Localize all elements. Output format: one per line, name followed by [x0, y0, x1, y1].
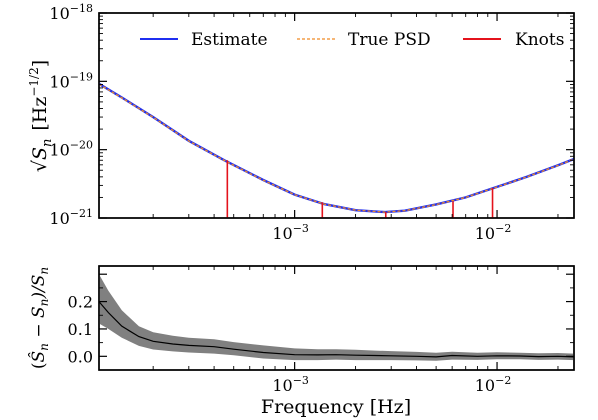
top-y-axis-label: √Sn [Hz−1/2]: [27, 60, 55, 172]
legend-label-true-psd: True PSD: [348, 30, 431, 50]
bottom-y-tick-label: 0.1: [68, 320, 93, 339]
bottom-y-tick-label: 0.2: [68, 293, 93, 312]
svg-text:√Sn[Hz−1/2]: √Sn [Hz−1/2]: [27, 60, 55, 172]
ylabel-close: ]: [29, 60, 51, 67]
top-ticks-layer: 10−3 10−2 10−21 10−20 10−19 10−18: [49, 2, 574, 243]
top-x-tick-label: 10−2: [475, 222, 512, 243]
bottom-series-layer: [98, 274, 575, 361]
top-y-tick-label: 10−19: [49, 70, 93, 91]
ylabel-exp: −1/2: [27, 67, 41, 96]
top-panel: 10−3 10−2 10−21 10−20 10−19 10−18 Estimate Tr…: [27, 2, 575, 243]
top-plot-frame-overlay: [98, 12, 575, 219]
bottom-panel: 10−3 10−20.00.10.2 (Ŝn − Sn)/Sn: [28, 265, 575, 395]
ylabel-units: [Hz: [29, 97, 51, 131]
ylabel2-minus: − S: [29, 306, 49, 343]
top-y-tick-label: 10−18: [49, 2, 93, 23]
top-series-layer: [98, 82, 575, 214]
top-y-tick-label: 10−20: [49, 139, 93, 160]
knots-layer: [226, 160, 494, 218]
ylabel2-mid: )/S: [29, 275, 49, 300]
ylabel-sqrt-s: √S: [29, 147, 51, 172]
ylabel2-sub1: n: [37, 343, 51, 351]
legend: Estimate True PSD Knots: [140, 30, 564, 50]
legend-label-estimate: Estimate: [191, 30, 268, 50]
bottom-plot-frame-overlay: [98, 265, 575, 371]
ylabel2-sub3: n: [37, 267, 51, 275]
uncertainty-band: [99, 274, 574, 361]
top-x-tick-label: 10−3: [272, 222, 309, 243]
series-line-true-psd: [98, 83, 575, 213]
bottom-x-tick-label: 10−3: [272, 374, 309, 395]
bottom-x-tick-label: 10−2: [475, 374, 512, 395]
series-line-median: [98, 301, 575, 358]
top-plot-frame: [98, 12, 575, 219]
legend-label-knots: Knots: [515, 30, 564, 50]
ylabel-sub-n: n: [40, 139, 55, 147]
x-axis-label: Frequency [Hz]: [261, 396, 411, 418]
ylabel2-hat: Ŝ: [28, 351, 49, 363]
top-y-tick-label: 10−21: [49, 207, 93, 228]
ylabel2-open: (: [29, 362, 49, 369]
bottom-y-tick-label: 0.0: [68, 347, 93, 366]
ylabel2-sub2: n: [37, 299, 51, 307]
bottom-y-axis-label: (Ŝn − Sn)/Sn: [28, 267, 51, 369]
series-line-estimate: [98, 82, 575, 214]
svg-text:(Ŝn − Sn)/Sn: (Ŝn − Sn)/Sn: [28, 267, 51, 369]
